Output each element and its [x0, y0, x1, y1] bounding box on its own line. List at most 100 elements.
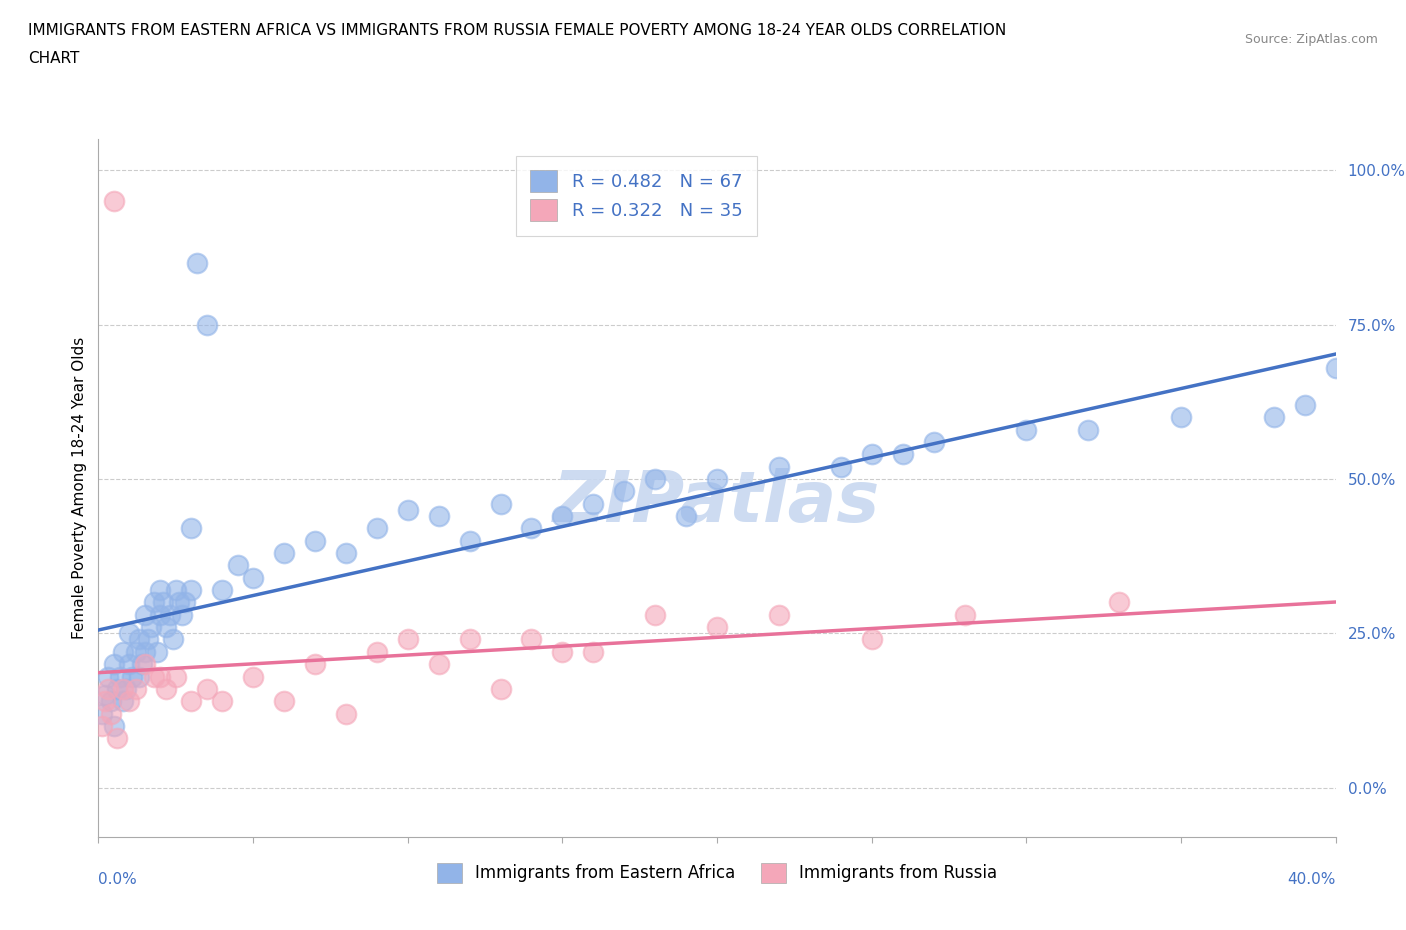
Point: [860, 632, 883, 647]
Point: [162, 632, 184, 647]
Point: [427, 657, 450, 671]
Point: [458, 632, 481, 647]
Point: [143, 595, 166, 610]
Point: [551, 509, 574, 524]
Point: [860, 446, 883, 461]
Point: [427, 509, 450, 524]
Point: [195, 682, 218, 697]
Point: [366, 644, 388, 659]
Point: [165, 583, 187, 598]
Point: [226, 558, 249, 573]
Point: [136, 632, 159, 647]
Text: 0.0%: 0.0%: [98, 872, 138, 887]
Point: [149, 669, 172, 684]
Point: [93, 694, 115, 709]
Point: [174, 595, 197, 610]
Point: [195, 317, 218, 332]
Text: ZIPatlas: ZIPatlas: [554, 468, 880, 537]
Point: [167, 595, 190, 610]
Point: [304, 657, 326, 671]
Point: [273, 546, 295, 561]
Point: [922, 434, 945, 449]
Point: [118, 694, 141, 709]
Point: [124, 644, 146, 659]
Point: [90, 706, 112, 721]
Point: [768, 459, 790, 474]
Point: [891, 446, 914, 461]
Point: [155, 619, 177, 634]
Point: [644, 607, 666, 622]
Point: [134, 607, 156, 622]
Point: [396, 502, 419, 517]
Point: [675, 509, 697, 524]
Point: [134, 657, 156, 671]
Point: [830, 459, 852, 474]
Point: [97, 669, 120, 684]
Point: [180, 521, 202, 536]
Point: [149, 583, 172, 598]
Point: [105, 731, 128, 746]
Point: [1294, 397, 1316, 412]
Point: [131, 657, 153, 671]
Point: [108, 669, 131, 684]
Point: [366, 521, 388, 536]
Point: [242, 669, 264, 684]
Point: [112, 694, 135, 709]
Point: [186, 256, 208, 271]
Point: [118, 657, 141, 671]
Point: [582, 497, 605, 512]
Point: [1108, 595, 1130, 610]
Point: [115, 682, 138, 697]
Point: [458, 533, 481, 548]
Point: [149, 607, 172, 622]
Point: [100, 706, 122, 721]
Point: [128, 632, 150, 647]
Point: [165, 669, 187, 684]
Point: [124, 682, 146, 697]
Point: [97, 682, 120, 697]
Point: [90, 719, 112, 734]
Point: [103, 657, 125, 671]
Text: Source: ZipAtlas.com: Source: ZipAtlas.com: [1244, 33, 1378, 46]
Point: [93, 687, 115, 702]
Point: [211, 583, 233, 598]
Point: [613, 484, 636, 498]
Point: [146, 644, 169, 659]
Point: [155, 682, 177, 697]
Point: [1077, 422, 1099, 437]
Point: [551, 644, 574, 659]
Point: [706, 472, 728, 486]
Point: [139, 619, 162, 634]
Point: [1263, 410, 1285, 425]
Point: [953, 607, 976, 622]
Point: [520, 632, 543, 647]
Legend: Immigrants from Eastern Africa, Immigrants from Russia: Immigrants from Eastern Africa, Immigran…: [429, 855, 1005, 892]
Point: [644, 472, 666, 486]
Point: [143, 669, 166, 684]
Point: [1015, 422, 1038, 437]
Point: [134, 644, 156, 659]
Text: CHART: CHART: [28, 51, 80, 66]
Point: [112, 682, 135, 697]
Point: [768, 607, 790, 622]
Point: [170, 607, 193, 622]
Point: [335, 706, 357, 721]
Point: [706, 619, 728, 634]
Point: [112, 644, 135, 659]
Point: [242, 570, 264, 585]
Y-axis label: Female Poverty Among 18-24 Year Olds: Female Poverty Among 18-24 Year Olds: [72, 338, 87, 640]
Point: [396, 632, 419, 647]
Point: [304, 533, 326, 548]
Point: [128, 669, 150, 684]
Point: [489, 497, 512, 512]
Point: [335, 546, 357, 561]
Point: [489, 682, 512, 697]
Point: [100, 694, 122, 709]
Point: [103, 719, 125, 734]
Point: [103, 193, 125, 208]
Point: [121, 669, 143, 684]
Point: [1324, 361, 1347, 376]
Point: [211, 694, 233, 709]
Point: [520, 521, 543, 536]
Point: [159, 607, 181, 622]
